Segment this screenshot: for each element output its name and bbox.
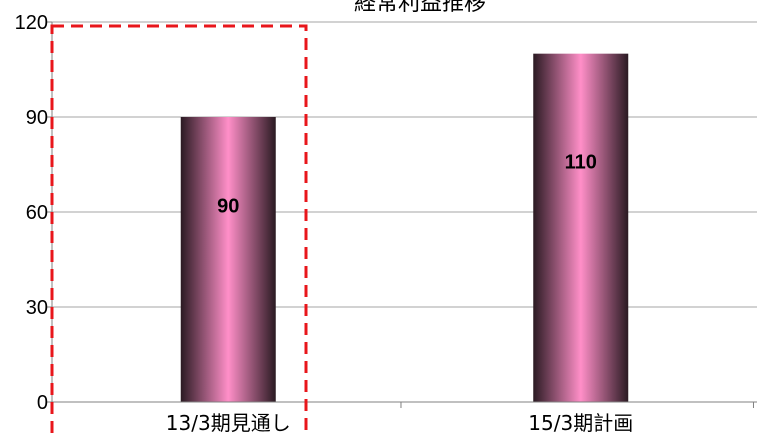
bars bbox=[180, 53, 629, 403]
x-tick-label: 13/3期見通し bbox=[166, 411, 291, 435]
y-tick-label: 60 bbox=[26, 202, 48, 224]
data-labels: 90 110 bbox=[217, 152, 597, 218]
x-tick-label: 15/3期計画 bbox=[528, 411, 633, 435]
bar bbox=[180, 117, 276, 402]
y-tick-label: 30 bbox=[26, 297, 48, 319]
y-tick-labels: 0 30 60 90 120 bbox=[15, 12, 48, 414]
data-label: 90 bbox=[217, 195, 239, 217]
data-label: 110 bbox=[565, 152, 597, 174]
y-tick-label: 90 bbox=[26, 107, 48, 129]
y-tick-label: 0 bbox=[37, 392, 48, 414]
x-tick-labels: 13/3期見通し 15/3期計画 bbox=[166, 411, 633, 435]
y-tick-label: 120 bbox=[15, 12, 48, 34]
gridlines bbox=[46, 21, 757, 408]
highlight-dashed-box bbox=[50, 24, 308, 436]
bar bbox=[533, 53, 629, 403]
chart-title: 経常利益推移 bbox=[354, 0, 486, 16]
